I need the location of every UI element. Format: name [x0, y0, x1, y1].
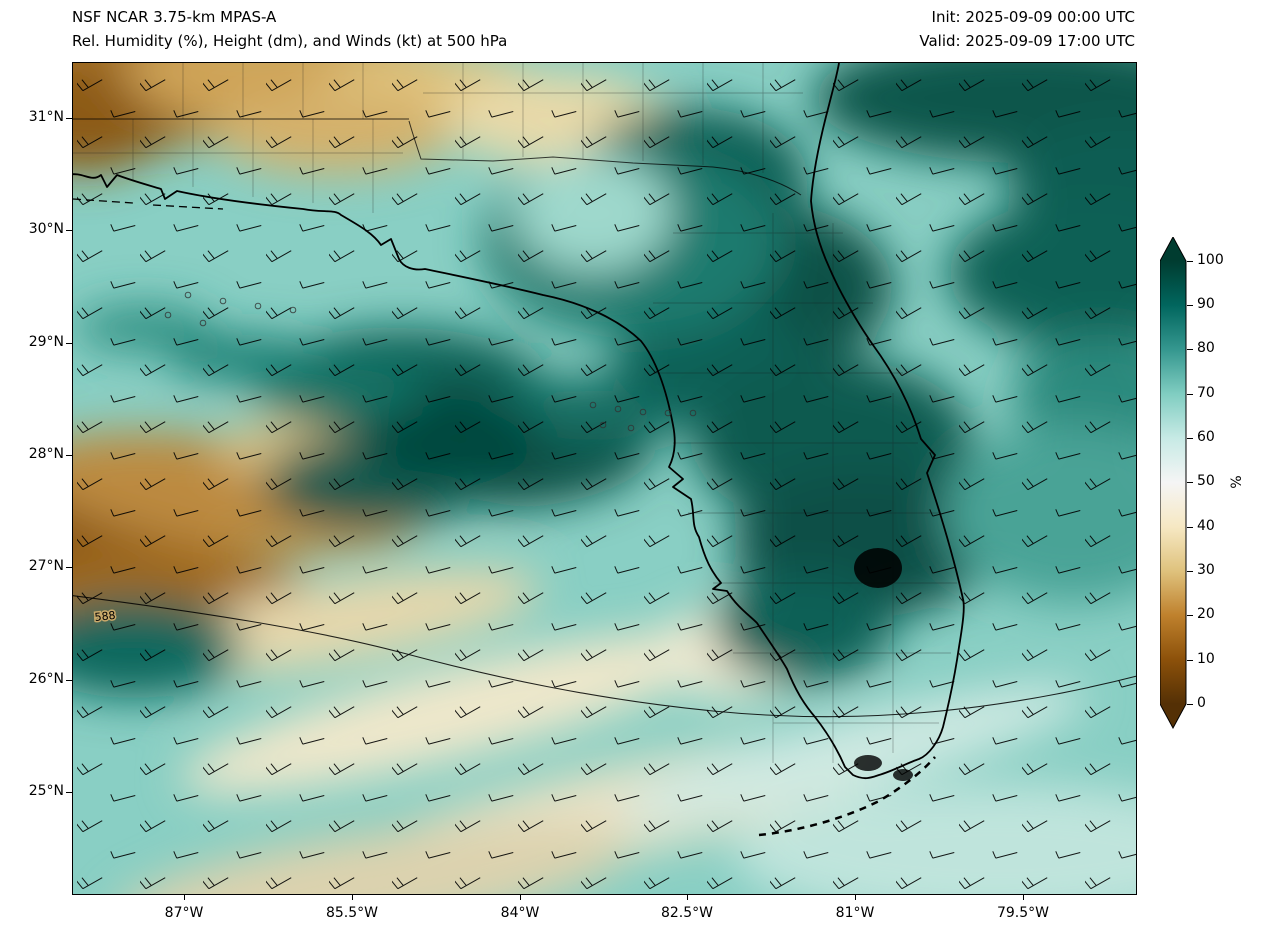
x-tick-label: 82.5°W — [660, 905, 713, 921]
colorbar-tick-label: 20 — [1197, 606, 1215, 622]
colorbar-tick-mark — [1187, 527, 1193, 529]
x-tick-label: 87°W — [164, 905, 204, 921]
x-tick-mark — [1023, 894, 1025, 900]
y-tick-label: 27°N — [28, 558, 64, 574]
colorbar-tick-label: 70 — [1197, 385, 1215, 401]
valid-time: Valid: 2025-09-09 17:00 UTC — [919, 32, 1135, 50]
x-tick-mark — [687, 894, 689, 900]
colorbar-tick-label: 90 — [1197, 296, 1215, 312]
x-tick-label: 85.5°W — [325, 905, 378, 921]
x-tick-label: 81°W — [835, 905, 875, 921]
colorbar — [1160, 237, 1187, 729]
colorbar-tick-mark — [1187, 660, 1193, 662]
y-tick-label: 25°N — [28, 783, 64, 799]
calm-circles — [164, 291, 697, 432]
colorbar-tick-mark — [1187, 482, 1193, 484]
colorbar-unit-label: % — [1226, 475, 1243, 489]
x-tick-mark — [520, 894, 522, 900]
map-plot-area: 588 — [72, 62, 1137, 895]
y-tick-label: 31°N — [28, 109, 64, 125]
colorbar-tick-mark — [1187, 571, 1193, 573]
wind-barbs-layer — [73, 63, 1136, 894]
colorbar-tick-mark — [1187, 349, 1193, 351]
y-tick-mark — [66, 455, 72, 457]
x-tick-mark — [352, 894, 354, 900]
colorbar-tick-mark — [1187, 261, 1193, 263]
init-time: Init: 2025-09-09 00:00 UTC — [931, 8, 1135, 26]
y-tick-label: 30°N — [28, 221, 64, 237]
colorbar-tick-label: 40 — [1197, 518, 1215, 534]
y-tick-mark — [66, 343, 72, 345]
y-tick-mark — [66, 230, 72, 232]
colorbar-tick-label: 10 — [1197, 651, 1215, 667]
colorbar-tick-mark — [1187, 438, 1193, 440]
colorbar-tick-label: 80 — [1197, 340, 1215, 356]
colorbar-tick-label: 100 — [1197, 252, 1224, 268]
x-tick-label: 79.5°W — [996, 905, 1049, 921]
colorbar-tick-label: 60 — [1197, 429, 1215, 445]
map-canvas: 588 — [73, 63, 1136, 894]
colorbar-tick-label: 0 — [1197, 695, 1206, 711]
colorbar-tick-mark — [1187, 704, 1193, 706]
model-title: NSF NCAR 3.75-km MPAS-A — [72, 8, 277, 26]
y-tick-mark — [66, 118, 72, 120]
x-tick-label: 84°W — [500, 905, 540, 921]
y-tick-mark — [66, 680, 72, 682]
plot-subtitle: Rel. Humidity (%), Height (dm), and Wind… — [72, 32, 508, 50]
y-tick-label: 28°N — [28, 446, 64, 462]
y-tick-mark — [66, 567, 72, 569]
colorbar-tick-mark — [1187, 615, 1193, 617]
x-tick-mark — [855, 894, 857, 900]
y-tick-label: 29°N — [28, 334, 64, 350]
y-tick-mark — [66, 792, 72, 794]
colorbar-tick-mark — [1187, 394, 1193, 396]
colorbar-tick-mark — [1187, 305, 1193, 307]
y-tick-label: 26°N — [28, 671, 64, 687]
colorbar-gradient — [1160, 237, 1187, 729]
x-tick-mark — [184, 894, 186, 900]
colorbar-tick-label: 50 — [1197, 473, 1215, 489]
colorbar-tick-label: 30 — [1197, 562, 1215, 578]
